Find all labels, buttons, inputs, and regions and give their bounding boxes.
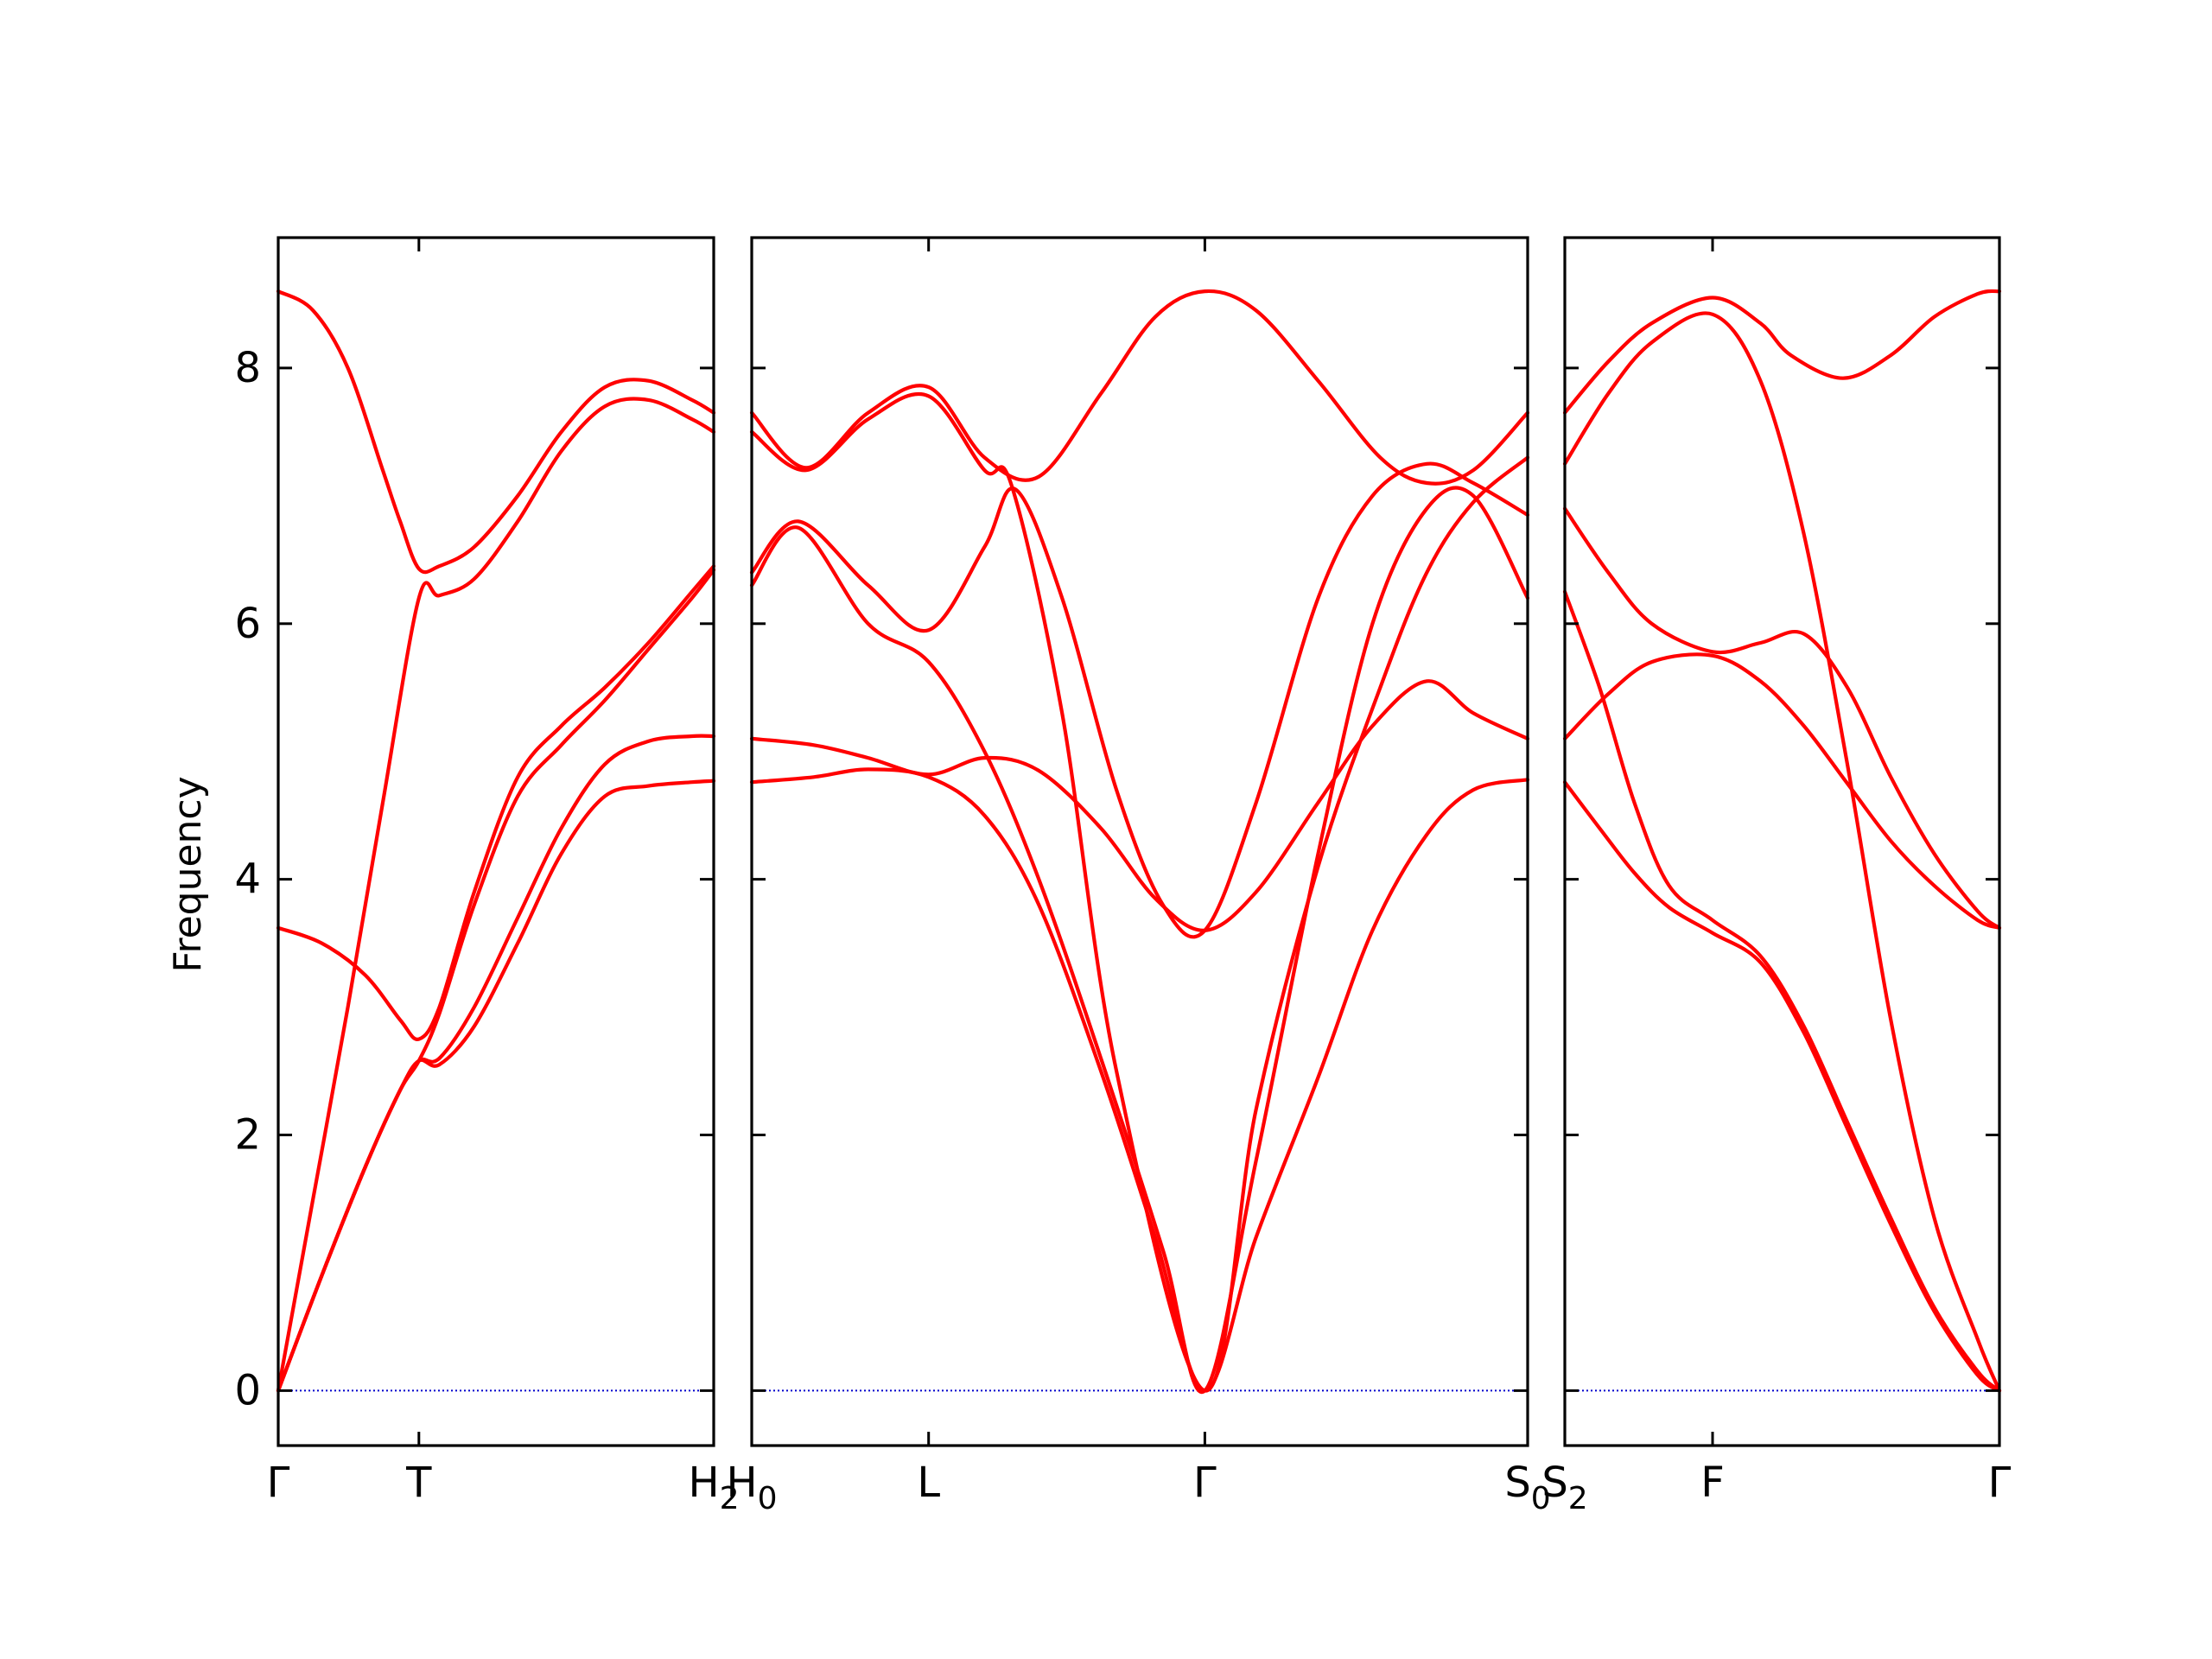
- band-line-4: [276, 568, 716, 1393]
- x-tick-label: Γ: [1988, 1459, 2012, 1507]
- y-axis-title: Frequency: [166, 776, 210, 972]
- panel-frame: [1563, 236, 2001, 1447]
- band-line-1: [749, 289, 1530, 486]
- x-tick-label: S0: [1504, 1459, 1550, 1516]
- x-tick-label: T: [405, 1459, 432, 1507]
- x-tick-label: F: [1700, 1459, 1725, 1507]
- band-line-1: [276, 289, 716, 575]
- y-tick-label: 2: [234, 1111, 261, 1160]
- band-line-3: [276, 564, 716, 1041]
- panel-frame: [276, 236, 715, 1447]
- x-tick-label: S2: [1541, 1459, 1587, 1516]
- band-line-3: [1562, 506, 2002, 930]
- x-tick-label: H0: [727, 1459, 778, 1516]
- y-tick-label: 4: [234, 855, 261, 904]
- panel-1: 0 2 4 6 8 Γ T H2: [234, 236, 740, 1516]
- band-line-3: [749, 461, 1530, 939]
- y-tick-label: 8: [234, 344, 261, 392]
- x-tick-label: Γ: [267, 1459, 290, 1507]
- band-line-5: [749, 679, 1530, 932]
- panel-3: S2 F Γ: [1541, 236, 2012, 1516]
- y-tick-label: 0: [234, 1366, 261, 1414]
- band-line-2: [1562, 311, 2002, 1393]
- y-tick-label: 6: [234, 600, 261, 648]
- band-line-6: [749, 767, 1530, 1393]
- band-line-2: [749, 391, 1530, 1393]
- band-line-1: [1562, 289, 2002, 415]
- band-line-2: [276, 397, 716, 1393]
- panel-2: H0 L Γ S0: [727, 236, 1551, 1516]
- band-line-4: [1562, 652, 2002, 930]
- band-line-6: [276, 779, 716, 1393]
- panel-frame: [750, 236, 1529, 1447]
- band-line-4: [749, 486, 1530, 1395]
- x-tick-label: L: [917, 1459, 940, 1507]
- band-line-5: [1562, 589, 2002, 1393]
- x-tick-label: H2: [689, 1459, 740, 1516]
- band-line-6: [1562, 780, 2002, 1393]
- x-tick-label: Γ: [1193, 1459, 1217, 1507]
